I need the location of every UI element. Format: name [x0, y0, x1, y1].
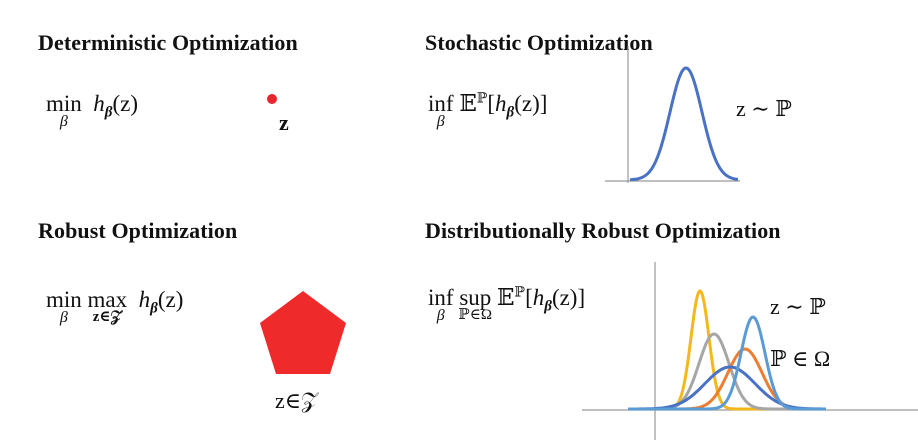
inf-operator: inf	[428, 91, 454, 116]
expectation-symbol: 𝔼	[497, 285, 515, 310]
objective-subscript: β	[506, 104, 515, 121]
bracket-open: [	[487, 91, 496, 116]
dro-formula: inf β sup ℙ∈Ω 𝔼ℙ[hβ(z)]	[428, 285, 586, 324]
objective-subscript: β	[150, 300, 158, 317]
dro-density-curves	[628, 289, 826, 411]
stochastic-formula: inf β 𝔼ℙ[hβ(z)]	[428, 91, 548, 130]
uncertainty-set-polygon	[260, 291, 346, 374]
sup-operator: sup	[459, 285, 492, 310]
bracket-close: ]	[539, 91, 548, 116]
expectation-symbol: 𝔼	[459, 91, 477, 116]
robust-title: Robust Optimization	[38, 218, 238, 243]
min-subscript: β	[59, 113, 68, 130]
dro-dist-label: z ∼ ℙ	[770, 294, 826, 319]
objective-function: h	[138, 287, 151, 312]
dro-curve-yellow	[628, 289, 826, 411]
max-subscript: z∈𝒵	[92, 309, 122, 325]
objective-argument: (z)	[112, 91, 138, 116]
objective-subscript: β	[104, 104, 113, 121]
objective-argument: (z)	[514, 91, 540, 116]
objective-function: h	[532, 285, 545, 310]
stochastic-title: Stochastic Optimization	[425, 30, 653, 55]
bracket-open: [	[525, 285, 533, 310]
stochastic-density-curve	[629, 66, 739, 182]
point-label: z	[279, 110, 289, 135]
objective-argument: (z)	[157, 287, 184, 312]
objective-function: h	[93, 91, 105, 116]
objective-subscript: β	[544, 298, 552, 315]
objective-argument: (z)	[551, 285, 578, 310]
deterministic-title: Deterministic Optimization	[38, 30, 298, 55]
dro-title: Distributionally Robust Optimization	[425, 218, 781, 243]
expectation-superscript: ℙ	[514, 285, 526, 301]
bracket-close: ]	[577, 285, 586, 310]
min-operator: min	[46, 91, 82, 116]
sup-subscript: ℙ∈Ω	[458, 307, 493, 323]
deterministic-formula: min β hβ(z)	[46, 91, 138, 130]
ambiguity-set-label: ℙ ∈ Ω	[770, 346, 831, 371]
inf-operator: inf	[428, 285, 454, 310]
expectation-superscript: ℙ	[476, 91, 488, 107]
stochastic-dist-label: z ∼ ℙ	[736, 96, 792, 121]
robust-formula: min β max z∈𝒵 hβ(z)	[46, 287, 184, 326]
inf-subscript: β	[436, 113, 445, 130]
max-operator: max	[87, 287, 128, 312]
point-marker	[267, 94, 277, 104]
min-subscript: β	[59, 309, 68, 326]
inf-subscript: β	[436, 307, 445, 324]
objective-function: h	[495, 91, 507, 116]
dro-curve-blue-light	[628, 315, 826, 411]
min-operator: min	[46, 287, 82, 312]
uncertainty-set-label: z∈𝒵	[275, 388, 318, 413]
